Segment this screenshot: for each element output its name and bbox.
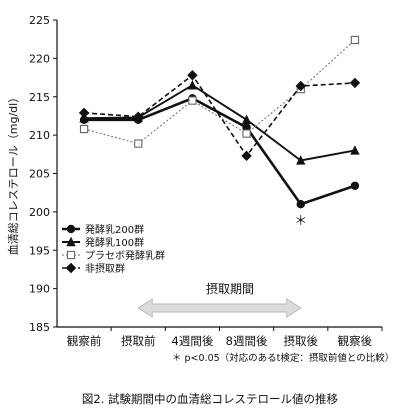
data-point [350,181,360,190]
series-2 [79,80,360,165]
series-1 [79,94,360,209]
data-point [295,80,306,92]
data-point [78,107,90,119]
y-tick-label: 220 [29,52,50,65]
data-point [349,77,361,89]
legend-marker [66,236,76,247]
y-tick-label: 205 [29,168,50,181]
legend-item: 非摂取群 [62,262,125,275]
series-line [84,74,355,158]
series-layer [78,35,361,209]
y-tick-label: 195 [29,244,50,257]
legend-item: プラセボ発酵乳群 [62,249,165,262]
data-point [134,139,143,148]
legend-marker [66,250,76,260]
legend-label: 非摂取群 [85,262,125,275]
y-tick-label: 190 [29,283,50,296]
legend-label: プラセボ発酵乳群 [85,249,165,262]
data-point [133,111,144,122]
data-point [79,124,89,134]
series-line [83,39,356,145]
series-line [84,96,356,206]
x-tick-label: 8週間後 [226,334,268,348]
y-tick-label: 225 [29,14,50,27]
y-axis-title-text: 血清総コレステロール（mg/dl） [6,92,20,255]
y-tick-label: 210 [29,129,50,142]
x-tick-label: 摂取後 [284,334,319,348]
y-tick-label: 200 [29,206,50,219]
data-point [187,70,198,81]
legend-marker [66,224,76,234]
legend-marker [65,262,77,274]
x-tick-label: 観察前 [67,334,102,348]
series-4 [78,70,361,162]
x-tick-label: 観察後 [338,334,373,348]
data-point [188,96,197,105]
axes: 185 190 195 200 205 210 215 220 225 観察前 摂取前 4週間後 8週間… [29,14,383,348]
legend-item: 発酵乳100群 [62,236,144,249]
x-tick-label: 摂取前 [121,334,156,348]
figure-caption: 図2. 試験期間中の血清総コレステロール値の推移 [82,392,339,406]
series-3 [79,35,360,148]
x-tick-label: 4週間後 [172,334,214,348]
y-axis-title: 血清総コレステロール（mg/dl） [6,92,20,255]
data-point [242,129,251,138]
data-point [350,35,360,45]
legend-label: 発酵乳200群 [85,223,144,236]
legend-label: 発酵乳100群 [85,236,144,249]
data-point [187,80,198,90]
data-point [296,200,305,209]
data-point [296,155,306,165]
significance-asterisk: ＊ [294,214,307,229]
y-tick-label: 215 [29,91,50,104]
data-point [241,150,252,162]
data-point [350,145,360,155]
intake-period-label: 摂取期間 [206,281,254,296]
data-point [241,114,252,124]
intake-period-arrow: 摂取期間 [137,281,302,318]
series-line [84,84,356,162]
intake-period-double-arrow [137,298,302,318]
footnote: ＊ p<0.05（対応のあるt検定：摂取前値との比較） [172,352,394,364]
legend-item: 発酵乳200群 [62,223,144,236]
y-tick-label: 185 [29,321,50,334]
